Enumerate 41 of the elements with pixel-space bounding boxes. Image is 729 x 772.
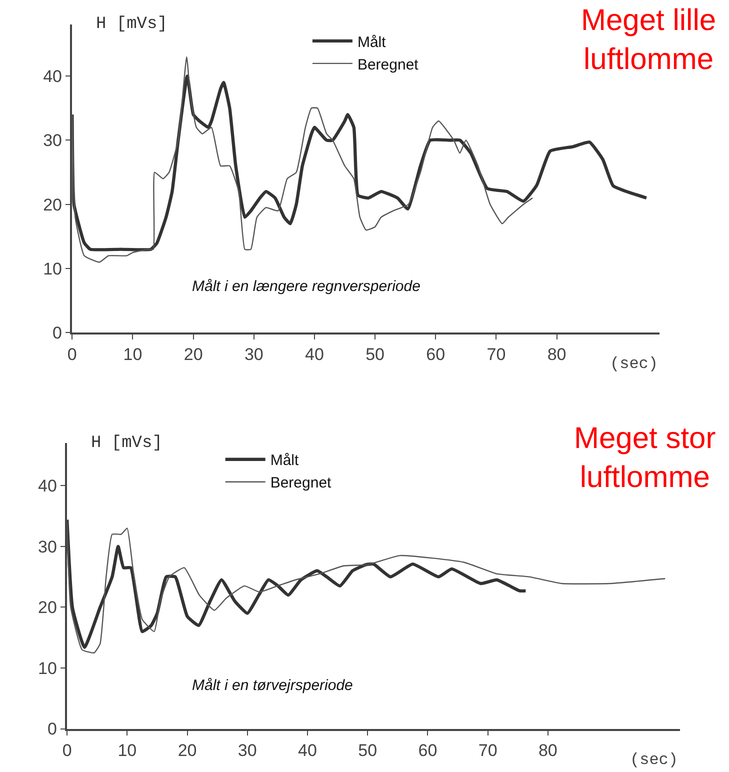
y-tick-label: 30 (43, 131, 62, 150)
annotation: Meget lille luftlomme (581, 4, 716, 76)
annotation: Målt i en længere regnversperiode (192, 278, 420, 295)
y-tick-label: 40 (38, 476, 57, 496)
annotation: Målt i en tørvejrsperiode (192, 677, 353, 694)
x-tick-label: 40 (305, 344, 324, 364)
y-tick-label: 10 (43, 260, 62, 279)
x-axis-title: (sec) (630, 751, 678, 769)
legend-label: Målt (270, 452, 300, 470)
x-tick-label: 50 (358, 740, 378, 760)
y-tick-label: 0 (47, 720, 57, 739)
x-tick-label: 10 (123, 344, 142, 364)
legend-label: Beregnet (270, 474, 332, 492)
x-tick-label: 10 (118, 740, 137, 760)
x-tick-label: 20 (178, 740, 197, 760)
x-tick-label: 30 (244, 344, 264, 364)
y-tick-label: 10 (38, 658, 57, 678)
legend-label: Målt (357, 34, 387, 51)
x-tick-label: 70 (478, 740, 498, 760)
x-tick-label: 50 (366, 344, 384, 364)
line-series (67, 518, 528, 649)
x-tick-label: 0 (67, 344, 77, 364)
y-axis-title: H [mVs] (96, 15, 168, 34)
x-tick-label: 80 (538, 740, 558, 760)
x-tick-label: 60 (426, 344, 446, 364)
line-series (72, 56, 534, 263)
y-tick-label: 20 (38, 598, 57, 618)
y-tick-label: 0 (52, 324, 62, 343)
x-tick-label: 20 (184, 344, 203, 364)
x-tick-label: 40 (298, 740, 317, 760)
y-axis-title: H [mVs] (91, 434, 162, 453)
x-axis-title: (sec) (610, 355, 658, 373)
y-tick-label: 40 (43, 66, 62, 86)
y-tick-label: 20 (43, 195, 62, 214)
x-tick-label: 70 (486, 344, 506, 364)
legend-label: Beregnet (357, 56, 420, 74)
annotation: Meget stor luftlomme (574, 422, 716, 494)
x-tick-label: 60 (418, 740, 438, 760)
x-tick-label: 80 (547, 344, 566, 364)
x-tick-label: 30 (238, 740, 257, 760)
y-tick-label: 30 (38, 537, 57, 556)
